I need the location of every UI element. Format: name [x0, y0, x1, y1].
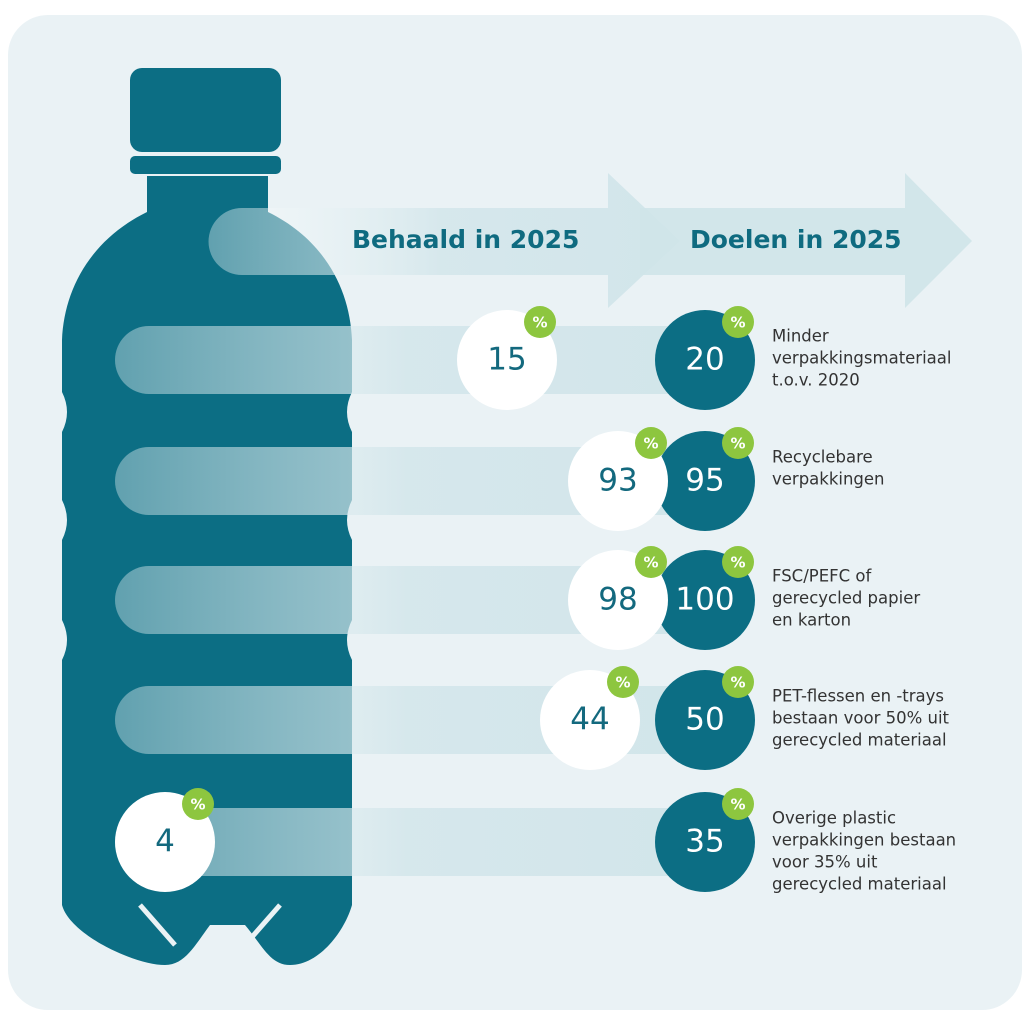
achieved-value: 93: [598, 463, 637, 499]
percent-sign: %: [730, 554, 745, 572]
description-line: Overige plastic: [772, 809, 896, 828]
infographic: Behaald in 2025 Doelen in 2025 20% 15% Min…: [0, 0, 1027, 1012]
description-line: verpakkingen bestaan: [772, 831, 956, 850]
achieved-value: 98: [598, 582, 637, 618]
description-line: verpakkingsmateriaal: [772, 349, 952, 368]
row-band: [115, 326, 705, 394]
description-line: Minder: [772, 327, 829, 346]
percent-sign: %: [730, 435, 745, 453]
target-heading: Doelen in 2025: [690, 225, 902, 254]
description-line: Recyclebare: [772, 448, 873, 467]
achieved-value: 15: [487, 342, 526, 378]
achieved-heading: Behaald in 2025: [352, 225, 579, 254]
description-line: en karton: [772, 611, 851, 630]
target-value: 95: [685, 463, 724, 499]
description-line: PET-flessen en -trays: [772, 687, 944, 706]
target-value: 50: [685, 702, 724, 738]
percent-sign: %: [730, 796, 745, 814]
description-line: gerecycled materiaal: [772, 731, 947, 750]
description-line: verpakkingen: [772, 470, 885, 489]
percent-sign: %: [643, 435, 658, 453]
description-line: gerecycled materiaal: [772, 875, 947, 894]
description-line: voor 35% uit: [772, 853, 878, 872]
description-line: FSC/PEFC of: [772, 567, 872, 586]
target-value: 35: [685, 824, 724, 860]
percent-sign: %: [532, 314, 547, 332]
achieved-value: 44: [570, 702, 609, 738]
description-line: t.o.v. 2020: [772, 371, 860, 390]
percent-sign: %: [730, 314, 745, 332]
percent-sign: %: [615, 674, 630, 692]
target-value: 20: [685, 342, 724, 378]
target-value: 100: [675, 582, 734, 618]
description-line: bestaan voor 50% uit: [772, 709, 950, 728]
percent-sign: %: [643, 554, 658, 572]
percent-sign: %: [730, 674, 745, 692]
achieved-value: 4: [155, 824, 175, 860]
description-line: gerecycled papier: [772, 589, 920, 608]
percent-sign: %: [190, 796, 205, 814]
